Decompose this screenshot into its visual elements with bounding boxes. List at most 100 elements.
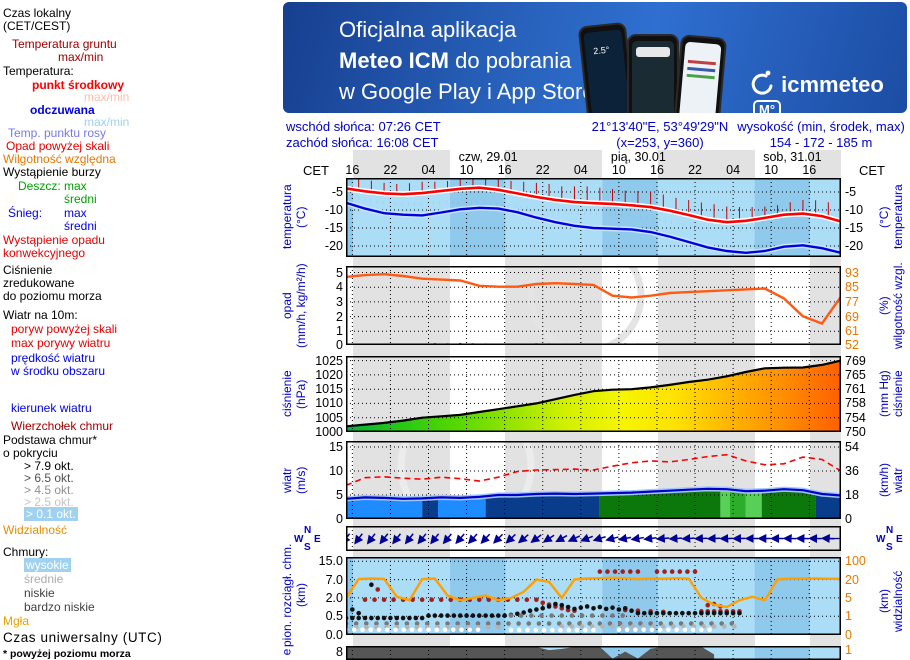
legend-label-37: Widzialność bbox=[3, 523, 68, 537]
legend-label-41: niskie bbox=[24, 586, 55, 600]
legend-label-16: max bbox=[64, 206, 87, 220]
legend-label-39: wysokie bbox=[24, 558, 71, 572]
precipitation-humidity-panel bbox=[346, 266, 841, 345]
axis-tick-label: -10 bbox=[845, 203, 864, 217]
legend-label-34: > 4.5 okt. bbox=[24, 483, 74, 497]
feels-like-line bbox=[346, 201, 841, 255]
banner-line1: Oficjalna aplikacja bbox=[339, 17, 517, 42]
hour-tick-label: 22 bbox=[383, 163, 398, 177]
banner-line2: Meteo ICM do pobrania bbox=[339, 45, 595, 76]
axis-tick-label: 69 bbox=[845, 309, 859, 324]
axis-label-temperatura-right: (°C) temperatura bbox=[877, 184, 905, 250]
axis-tick-label: -5 bbox=[845, 185, 857, 199]
phone-mockups: 2.5° bbox=[577, 8, 728, 113]
sun-times: wschód słońca: 07:26 CET zachód słońca: … bbox=[286, 119, 441, 151]
axis-tick-label: 0 bbox=[845, 627, 852, 642]
compass-n: N bbox=[886, 525, 894, 536]
banner-line2-rest: do pobrania bbox=[449, 48, 572, 73]
compass-s: S bbox=[886, 542, 893, 553]
date-label: czw, 29.01 bbox=[458, 150, 518, 164]
wind-direction-panel bbox=[346, 526, 841, 551]
legend-label-10: Opad powyżej skali bbox=[6, 139, 110, 153]
axis-tick-label: 0.0 bbox=[325, 627, 343, 642]
axis-label-opad: opad (mm/h, kg/m²/h) bbox=[280, 263, 308, 348]
compass-n: N bbox=[304, 525, 312, 536]
axis-tick-label: 1025 bbox=[315, 353, 343, 368]
hour-tick-label: 16 bbox=[345, 163, 360, 177]
axis-label-wiatr: wiatr (m/s) bbox=[280, 466, 308, 494]
legend-label-27: w środku obszaru bbox=[11, 364, 106, 378]
wind-panel bbox=[346, 441, 841, 519]
legend-label-29: Wierzchołek chmur bbox=[11, 419, 114, 433]
hour-tick-label: 22 bbox=[535, 163, 550, 177]
axis-tick-label: 5 bbox=[845, 590, 852, 605]
axis-tick-label: 61 bbox=[845, 324, 859, 339]
app-banner[interactable]: Oficjalna aplikacja Meteo ICM do pobrani… bbox=[283, 2, 907, 113]
legend-label-19: konwekcyjnego bbox=[3, 246, 86, 260]
axis-tick-label: 1 bbox=[336, 324, 343, 339]
legend-label-15: Śnieg: bbox=[8, 206, 43, 220]
axis-tick-label: 100 bbox=[845, 554, 866, 569]
axis-tick-label: 1020 bbox=[315, 367, 343, 382]
axis-tick-label: 20 bbox=[845, 572, 859, 587]
axis-tick-label: 7.0 bbox=[325, 572, 343, 587]
legend-label-31: o pokryciu bbox=[3, 446, 58, 460]
legend-label-32: > 7.9 okt. bbox=[24, 459, 74, 473]
legend-label-21: zredukowane bbox=[3, 276, 75, 290]
compass-s: S bbox=[304, 542, 311, 553]
legend-label-30: Podstawa chmur* bbox=[3, 433, 98, 447]
axis-tick-label: 0 bbox=[845, 512, 852, 526]
axis-tick-label: 765 bbox=[845, 367, 866, 382]
legend-label-43: Mgła bbox=[3, 614, 30, 628]
banner-line2-bold: Meteo ICM bbox=[339, 48, 449, 73]
axis-tick-label: 750 bbox=[845, 425, 866, 439]
wind-gusts-line bbox=[346, 453, 841, 487]
axis-tick-label: 15 bbox=[329, 440, 343, 454]
cloud-cover-panel bbox=[346, 646, 841, 660]
axis-tick-label: -20 bbox=[845, 239, 864, 253]
pressure-panel bbox=[346, 356, 841, 432]
axis-tick-label: 0.5 bbox=[325, 609, 343, 624]
wind-speed-line bbox=[346, 487, 841, 500]
legend-label-28: kierunek wiatru bbox=[11, 401, 92, 415]
legend-label-14: średni bbox=[64, 192, 97, 206]
humidity-line bbox=[346, 272, 841, 325]
legend-label-23: Wiatr na 10m: bbox=[3, 308, 78, 322]
compass-w: W bbox=[294, 534, 304, 545]
legend-label-38: Chmury: bbox=[3, 545, 49, 559]
hour-tick-label: 04 bbox=[726, 163, 741, 177]
temperature-line bbox=[346, 186, 841, 224]
axis-tick-label: 758 bbox=[845, 396, 866, 411]
legend-label-0: Czas lokalny bbox=[3, 6, 72, 20]
axis-tick-label: 3 bbox=[336, 294, 343, 309]
axis-tick-label: 2 bbox=[336, 309, 343, 324]
axis-tick-label: 754 bbox=[845, 410, 866, 425]
sunrise-text: wschód słońca: 07:26 CET bbox=[286, 119, 441, 134]
legend-label-8: max/min bbox=[84, 115, 130, 129]
banner-line3: w Google Play i App Store bbox=[339, 79, 595, 104]
axis-tick-label: 52 bbox=[845, 338, 859, 352]
legend-label-20: Ciśnienie bbox=[3, 263, 53, 277]
axis-tick-label: 5 bbox=[336, 265, 343, 280]
date-label: sob, 31.01 bbox=[763, 150, 822, 164]
axis-tick-label: 1 bbox=[845, 609, 852, 624]
temperature-panel bbox=[346, 178, 841, 257]
axis-tick-label: 1015 bbox=[315, 382, 343, 397]
legend-label-6: max/min bbox=[84, 90, 130, 104]
date-label: pią, 30.01 bbox=[610, 150, 666, 164]
compass-e: E bbox=[896, 534, 903, 545]
legend-label-3: max/min bbox=[58, 50, 104, 64]
axis-tick-label: 0 bbox=[336, 338, 343, 352]
phone-2 bbox=[627, 34, 679, 113]
sunset-text: zachód słońca: 16:08 CET bbox=[286, 135, 439, 150]
axis-tick-label: 54 bbox=[845, 440, 859, 454]
legend-label-13: Deszcz: max bbox=[18, 179, 87, 193]
axis-tick-label: 93 bbox=[845, 265, 859, 280]
legend-label-18: Wystąpienie opadu bbox=[3, 233, 105, 247]
axis-label-stray-e: e bbox=[279, 648, 294, 656]
axis-label-cisnienie: ciśnienie (hPa) bbox=[280, 370, 308, 418]
axis-tick-label: 1010 bbox=[315, 396, 343, 411]
grid-text: (x=253, y=360) bbox=[616, 135, 704, 150]
